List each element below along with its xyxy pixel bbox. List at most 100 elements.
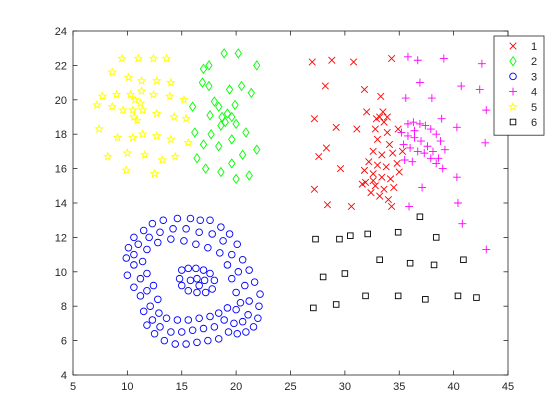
- point-series-4: [401, 94, 410, 103]
- point-series-3: [175, 274, 184, 283]
- point-series-4: [481, 138, 490, 147]
- point-series-3: [192, 240, 200, 249]
- point-series-3: [136, 274, 145, 283]
- point-series-1: [369, 170, 377, 178]
- point-series-4: [436, 137, 445, 146]
- x-tick-label: 45: [502, 381, 514, 393]
- point-series-3: [173, 316, 182, 324]
- point-series-3: [184, 264, 193, 273]
- point-series-2: [199, 63, 208, 75]
- y-tick-label: 18: [55, 129, 67, 141]
- point-series-3: [124, 243, 133, 252]
- y-tick-label: 24: [55, 26, 67, 38]
- point-series-4: [417, 137, 425, 146]
- point-series-2: [206, 110, 214, 121]
- legend-label: 5: [531, 102, 537, 114]
- point-series-1: [308, 58, 316, 66]
- point-series-3: [204, 336, 212, 345]
- point-series-1: [321, 82, 329, 90]
- point-series-3: [148, 219, 157, 228]
- legend-label: 6: [531, 117, 537, 129]
- legend-label: 2: [531, 56, 537, 68]
- series-2: [188, 48, 261, 185]
- point-series-3: [186, 276, 195, 285]
- point-series-3: [224, 328, 233, 336]
- point-series-3: [245, 297, 253, 305]
- point-series-4: [418, 183, 427, 192]
- point-series-4: [410, 126, 419, 135]
- point-series-6: [473, 294, 480, 301]
- point-series-3: [136, 292, 145, 300]
- point-series-3: [195, 228, 203, 236]
- point-series-3: [173, 214, 182, 223]
- point-series-2: [223, 108, 232, 119]
- point-series-5: [151, 130, 162, 141]
- legend-marker-2: [509, 55, 517, 67]
- point-series-2: [205, 60, 213, 71]
- point-series-3: [156, 228, 164, 236]
- legend: 1 2 3 4 5 6: [493, 35, 545, 136]
- point-series-6: [394, 228, 402, 236]
- y-tick-label: 22: [55, 60, 67, 72]
- point-series-1: [380, 185, 388, 193]
- axis-ticks: 5 10 15 20 25 30 35 40 45 4 6 8 10 12 14 16 18 20 22 24: [55, 26, 514, 393]
- point-series-1: [353, 125, 361, 133]
- point-series-3: [233, 240, 241, 249]
- point-series-5: [170, 151, 181, 161]
- point-series-2: [247, 87, 256, 99]
- point-series-5: [92, 99, 102, 110]
- point-series-4: [440, 145, 449, 154]
- point-series-3: [130, 233, 138, 242]
- point-series-3: [162, 314, 171, 322]
- point-series-2: [217, 120, 225, 131]
- point-series-3: [171, 340, 179, 348]
- point-series-3: [182, 340, 190, 348]
- point-series-4: [410, 133, 419, 142]
- y-tick-label: 12: [55, 232, 67, 244]
- point-series-1: [365, 158, 373, 166]
- point-series-3: [123, 271, 132, 279]
- point-series-3: [160, 336, 169, 345]
- point-series-3: [206, 312, 214, 321]
- point-series-5: [149, 168, 160, 178]
- point-series-4: [452, 123, 461, 132]
- point-series-4: [426, 125, 435, 133]
- point-series-3: [192, 264, 200, 273]
- point-series-1: [383, 113, 391, 121]
- point-series-3: [149, 281, 158, 290]
- series-1: [308, 54, 407, 211]
- point-series-2: [253, 144, 261, 155]
- point-series-3: [206, 216, 214, 224]
- x-tick-label: 40: [448, 381, 460, 393]
- point-series-4: [421, 121, 430, 130]
- point-series-4: [454, 199, 462, 207]
- point-series-3: [199, 324, 208, 333]
- point-series-1: [371, 182, 379, 190]
- y-tick-label: 10: [55, 267, 67, 279]
- point-series-3: [143, 321, 151, 329]
- point-series-1: [379, 108, 387, 116]
- point-series-3: [242, 328, 250, 336]
- point-series-5: [169, 111, 179, 122]
- point-series-3: [233, 329, 241, 338]
- legend-marker-4: [509, 87, 517, 96]
- point-series-2: [228, 111, 236, 123]
- point-series-1: [378, 151, 386, 159]
- point-series-4: [420, 149, 429, 158]
- point-series-6: [430, 261, 438, 269]
- point-series-3: [241, 281, 249, 290]
- point-series-4: [438, 164, 447, 173]
- point-series-5: [137, 129, 148, 139]
- point-series-3: [139, 226, 148, 235]
- legend-marker-1: [509, 42, 517, 50]
- legend-label: 3: [531, 71, 537, 83]
- point-series-4: [427, 94, 436, 103]
- point-series-4: [432, 159, 441, 168]
- point-series-4: [403, 52, 412, 61]
- point-series-1: [323, 201, 332, 209]
- point-series-1: [363, 108, 371, 116]
- point-series-4: [399, 140, 408, 149]
- point-series-6: [347, 232, 354, 239]
- point-series-1: [349, 58, 358, 66]
- point-series-3: [130, 283, 138, 292]
